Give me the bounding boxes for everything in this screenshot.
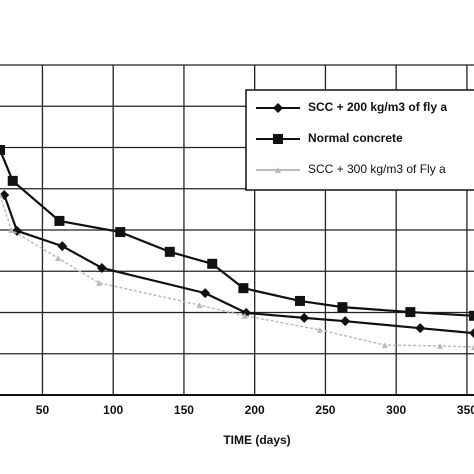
legend-marker — [273, 103, 283, 113]
x-tick-label: 150 — [174, 403, 194, 417]
series-line — [3, 194, 474, 335]
x-tick-label: 200 — [245, 403, 265, 417]
x-tick-label: 300 — [386, 403, 406, 417]
marker — [340, 316, 351, 327]
marker — [0, 144, 5, 155]
marker — [471, 344, 474, 351]
legend: SCC + 200 kg/m3 of fly a Normal concrete S… — [245, 89, 474, 191]
x-tick-label: 350 — [457, 403, 474, 417]
marker — [337, 302, 348, 313]
marker — [316, 326, 323, 333]
legend-marker — [275, 167, 281, 173]
legend-label: SCC + 300 kg/m3 of Fly a — [308, 162, 446, 176]
marker — [55, 255, 62, 262]
marker — [7, 175, 18, 186]
series-line — [0, 194, 474, 348]
marker — [381, 342, 388, 349]
x-axis-label: TIME (days) — [223, 433, 290, 447]
marker — [405, 307, 416, 318]
legend-label: Normal concrete — [308, 131, 403, 145]
marker — [96, 279, 103, 286]
marker — [164, 246, 175, 257]
x-tick-label: 50 — [36, 403, 50, 417]
marker — [299, 312, 310, 323]
x-tick-label: 250 — [315, 403, 335, 417]
marker — [241, 312, 248, 319]
marker — [469, 328, 474, 339]
marker — [469, 310, 474, 321]
marker — [115, 227, 126, 238]
x-tick-label: 100 — [103, 403, 123, 417]
legend-marker — [273, 134, 283, 144]
marker — [57, 241, 68, 252]
legend-label: SCC + 200 kg/m3 of fly a — [308, 100, 447, 114]
marker — [8, 227, 15, 233]
marker — [200, 288, 211, 299]
plot-area — [0, 144, 474, 351]
marker — [238, 283, 249, 294]
marker — [294, 295, 305, 306]
marker — [11, 225, 22, 236]
marker — [96, 262, 107, 273]
marker — [54, 215, 65, 226]
marker — [207, 258, 218, 269]
marker — [437, 342, 444, 349]
marker — [0, 191, 3, 198]
marker — [415, 323, 426, 334]
marker — [196, 302, 203, 309]
